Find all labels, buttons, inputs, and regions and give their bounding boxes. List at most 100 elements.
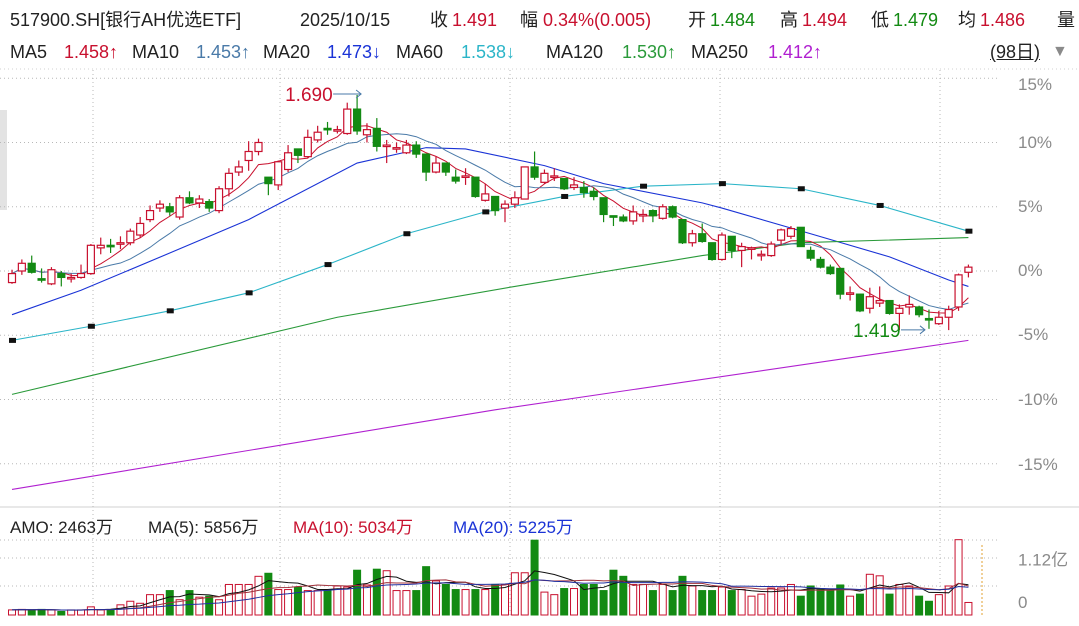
ma-line-ma5 (11, 125, 969, 314)
volume-bar (362, 584, 371, 616)
candle-body (392, 147, 401, 150)
candle-body (313, 131, 322, 141)
candle-body (37, 278, 46, 281)
volume-label: 量 (1057, 10, 1075, 30)
candle-body (954, 274, 963, 308)
annotation-arrow-head (919, 325, 926, 335)
candle-body (195, 198, 204, 204)
ma-marker (718, 181, 726, 187)
candle-body (668, 206, 677, 218)
volume-bar (451, 589, 460, 616)
volume-bar (175, 599, 184, 616)
ma-line-ma20 (11, 147, 969, 316)
candle-body (67, 276, 76, 280)
ma5-label: MA5 (10, 42, 48, 62)
candle-body (422, 153, 431, 173)
volume-bar (510, 572, 519, 616)
candle-body (629, 211, 638, 222)
low-value: 1.479 (893, 10, 939, 30)
volume-bar (599, 590, 608, 616)
candle-body (155, 203, 164, 209)
low-price-annotation: 1.419 (853, 321, 901, 342)
candle-body (510, 197, 519, 205)
volume-bar (491, 583, 500, 616)
volume-bar (589, 583, 598, 616)
volume-bar (224, 583, 233, 616)
triangle-down-icon[interactable]: ▼ (1052, 43, 1068, 60)
candle-body (540, 172, 549, 183)
volume-bar (836, 584, 845, 616)
volume-bar (806, 585, 815, 616)
candle-body (915, 306, 924, 316)
vol-ma20-value: MA(20): 5225万 (453, 518, 573, 537)
candle-body (845, 292, 855, 295)
volume-bar (520, 572, 529, 616)
candle-body (796, 226, 805, 248)
volume-bar (37, 608, 46, 616)
candle-body (757, 253, 766, 257)
open-label: 开 (688, 10, 706, 30)
volume-bar (944, 585, 953, 616)
vol-ma-line (11, 570, 969, 611)
candle-body (303, 136, 312, 158)
candle-body (520, 166, 529, 200)
candle-body (441, 162, 450, 173)
volume-bar (481, 589, 490, 616)
ma-line-ma10 (11, 133, 969, 311)
y-tick-label: -5% (1018, 325, 1049, 344)
avg-label: 均 (958, 10, 976, 30)
candle-body (116, 242, 125, 245)
candle-body (224, 172, 234, 190)
y-tick-label: 10% (1018, 133, 1053, 152)
avg-value: 1.486 (980, 10, 1026, 30)
candle-body (658, 206, 667, 219)
volume-bar (905, 585, 914, 616)
ma60-value: 1.538↓ (461, 42, 516, 62)
candle-body (826, 266, 835, 275)
volume-bar (343, 586, 352, 616)
ma-marker (87, 323, 95, 329)
ma120-label: MA120 (546, 42, 604, 62)
candle-body (747, 247, 756, 250)
volume-bar (934, 594, 943, 616)
volume-bar (550, 594, 559, 616)
volume-bar (658, 583, 667, 616)
candle-body (688, 233, 697, 244)
candle-body (86, 244, 95, 275)
candle-body (550, 175, 559, 179)
volume-bar (560, 588, 569, 616)
annotation-arrow-head (355, 89, 362, 99)
ma-marker (797, 186, 805, 192)
candle-body (333, 129, 342, 132)
volume-bar (293, 586, 302, 616)
candle-body (569, 184, 579, 189)
volume-bar (530, 539, 539, 616)
volume-bar (579, 583, 588, 616)
volume-bar (382, 570, 391, 616)
ma5-value: 1.458↑ (64, 42, 119, 62)
candle-body (254, 141, 263, 153)
candle-body (412, 144, 421, 155)
volume-bar (501, 583, 509, 616)
candle-body (776, 229, 786, 241)
vol-ma-line (11, 579, 969, 611)
volume-bar (264, 572, 273, 616)
volume-bar (668, 590, 677, 616)
candle-body (816, 258, 825, 268)
left-scroll-handle[interactable] (0, 110, 7, 210)
volume-bar (609, 569, 618, 616)
volume-bar (392, 590, 401, 616)
candle-body (836, 267, 845, 295)
volume-bar (353, 569, 362, 616)
period-selector[interactable]: (98日) (990, 42, 1041, 62)
candle-body (737, 245, 746, 252)
y-tick-label: 15% (1018, 75, 1053, 94)
candle-body (589, 190, 598, 198)
candle-body (481, 193, 490, 201)
candle-body (678, 219, 687, 244)
volume-bar (303, 590, 312, 616)
candle-body (382, 144, 391, 148)
volume-bar (619, 575, 628, 616)
volume-bar (954, 539, 963, 616)
